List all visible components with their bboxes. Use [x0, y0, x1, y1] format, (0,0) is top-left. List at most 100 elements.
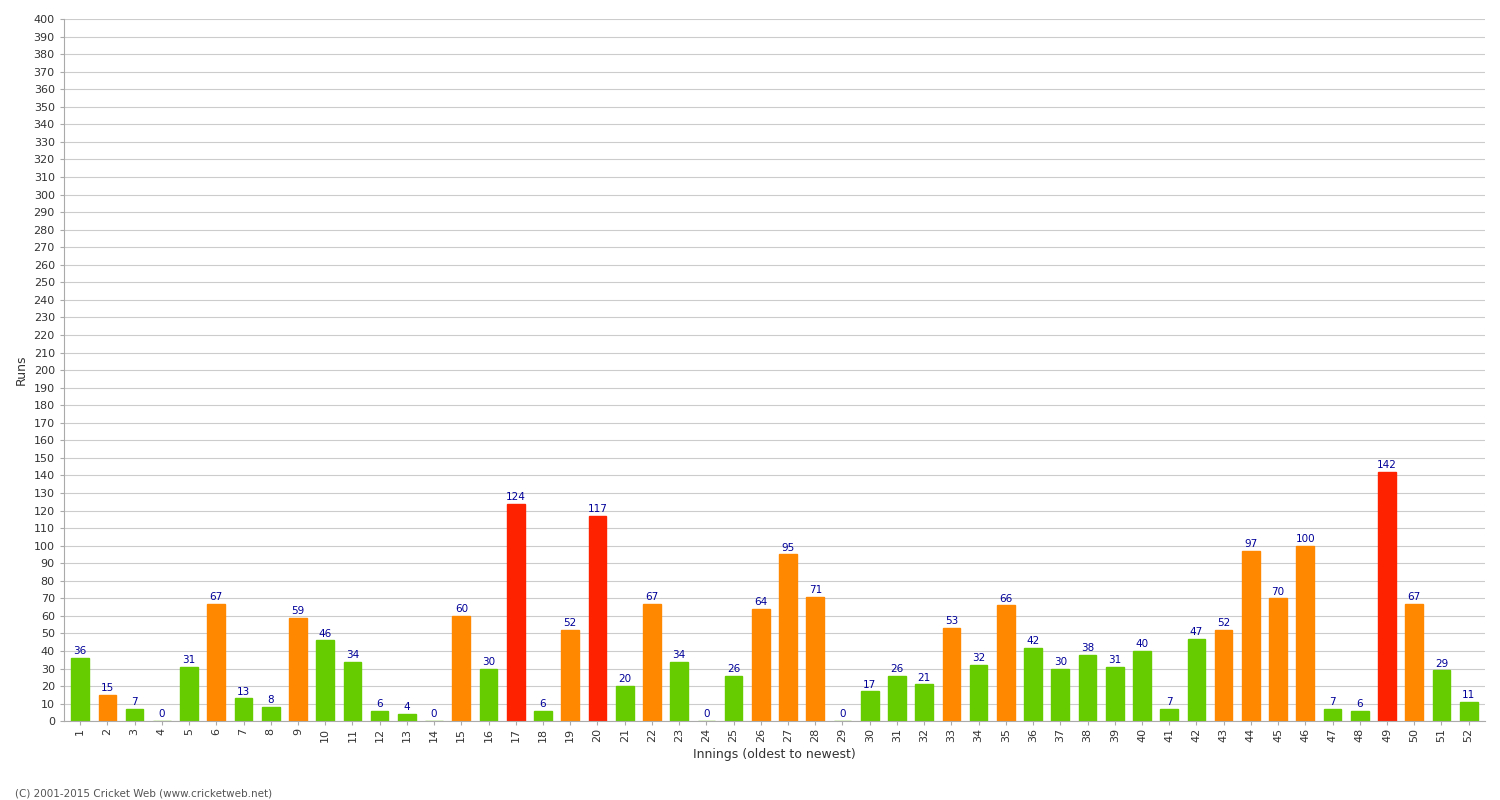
Text: 15: 15	[100, 683, 114, 693]
Text: 0: 0	[839, 710, 846, 719]
Text: 34: 34	[346, 650, 358, 660]
Text: 67: 67	[645, 592, 658, 602]
Text: 36: 36	[74, 646, 87, 656]
Text: 70: 70	[1272, 586, 1284, 597]
Bar	[99, 695, 116, 722]
Text: 6: 6	[376, 699, 382, 709]
Text: 67: 67	[210, 592, 224, 602]
Text: 26: 26	[891, 664, 903, 674]
Bar	[915, 684, 933, 722]
X-axis label: Innings (oldest to newest): Innings (oldest to newest)	[693, 748, 856, 761]
Text: 59: 59	[291, 606, 304, 616]
Bar	[778, 554, 796, 722]
Text: 0: 0	[159, 710, 165, 719]
Text: 8: 8	[267, 695, 274, 706]
Text: 32: 32	[972, 654, 986, 663]
Bar	[72, 658, 88, 722]
Bar	[1106, 667, 1124, 722]
Text: 31: 31	[1108, 655, 1122, 665]
Bar	[370, 710, 388, 722]
Text: 52: 52	[1216, 618, 1230, 628]
Text: 46: 46	[318, 629, 332, 638]
Text: 7: 7	[1166, 698, 1173, 707]
Bar	[561, 630, 579, 722]
Text: 60: 60	[454, 604, 468, 614]
Text: 7: 7	[1329, 698, 1336, 707]
Bar	[1406, 604, 1423, 722]
Text: 34: 34	[672, 650, 686, 660]
Bar	[752, 609, 770, 722]
Text: 95: 95	[782, 542, 795, 553]
Text: 0: 0	[704, 710, 710, 719]
Text: 124: 124	[506, 492, 525, 502]
Text: 42: 42	[1026, 636, 1039, 646]
Bar	[998, 606, 1014, 722]
Text: 53: 53	[945, 617, 958, 626]
Bar	[1215, 630, 1233, 722]
Text: 0: 0	[430, 710, 438, 719]
Text: 30: 30	[482, 657, 495, 667]
Text: 40: 40	[1136, 639, 1149, 650]
Bar	[1024, 647, 1042, 722]
Bar	[453, 616, 470, 722]
Text: 29: 29	[1436, 658, 1448, 669]
Text: 13: 13	[237, 686, 250, 697]
Bar	[207, 604, 225, 722]
Bar	[670, 662, 688, 722]
Bar	[644, 604, 662, 722]
Text: 20: 20	[618, 674, 632, 684]
Bar	[234, 698, 252, 722]
Text: 7: 7	[132, 698, 138, 707]
Bar	[1352, 710, 1368, 722]
Bar	[344, 662, 362, 722]
Text: 71: 71	[808, 585, 822, 595]
Bar	[1378, 472, 1396, 722]
Bar	[1432, 670, 1450, 722]
Text: 100: 100	[1296, 534, 1316, 544]
Bar	[507, 503, 525, 722]
Text: 67: 67	[1407, 592, 1420, 602]
Bar	[1161, 709, 1178, 722]
Bar	[316, 641, 334, 722]
Text: 142: 142	[1377, 460, 1396, 470]
Bar	[970, 665, 987, 722]
Bar	[888, 676, 906, 722]
Text: 31: 31	[183, 655, 195, 665]
Bar	[126, 709, 144, 722]
Bar	[942, 628, 960, 722]
Bar	[1132, 651, 1150, 722]
Bar	[480, 669, 498, 722]
Bar	[616, 686, 633, 722]
Text: 11: 11	[1462, 690, 1476, 700]
Text: 21: 21	[918, 673, 932, 682]
Bar	[588, 516, 606, 722]
Text: 17: 17	[862, 680, 876, 690]
Bar	[1296, 546, 1314, 722]
Bar	[1242, 551, 1260, 722]
Bar	[1052, 669, 1070, 722]
Bar	[1078, 654, 1096, 722]
Text: 66: 66	[999, 594, 1012, 604]
Bar	[1269, 598, 1287, 722]
Text: 4: 4	[404, 702, 410, 713]
Bar	[1188, 638, 1206, 722]
Text: 38: 38	[1082, 642, 1094, 653]
Bar	[290, 618, 308, 722]
Text: 6: 6	[1356, 699, 1364, 709]
Text: 64: 64	[754, 597, 768, 607]
Text: 30: 30	[1053, 657, 1066, 667]
Text: 26: 26	[728, 664, 740, 674]
Bar	[724, 676, 742, 722]
Y-axis label: Runs: Runs	[15, 355, 28, 386]
Text: 97: 97	[1244, 539, 1257, 549]
Bar	[534, 710, 552, 722]
Bar	[1323, 709, 1341, 722]
Bar	[861, 691, 879, 722]
Bar	[180, 667, 198, 722]
Text: 6: 6	[540, 699, 546, 709]
Text: 47: 47	[1190, 627, 1203, 637]
Text: 117: 117	[588, 504, 608, 514]
Text: 52: 52	[564, 618, 578, 628]
Text: (C) 2001-2015 Cricket Web (www.cricketweb.net): (C) 2001-2015 Cricket Web (www.cricketwe…	[15, 788, 272, 798]
Bar	[807, 597, 824, 722]
